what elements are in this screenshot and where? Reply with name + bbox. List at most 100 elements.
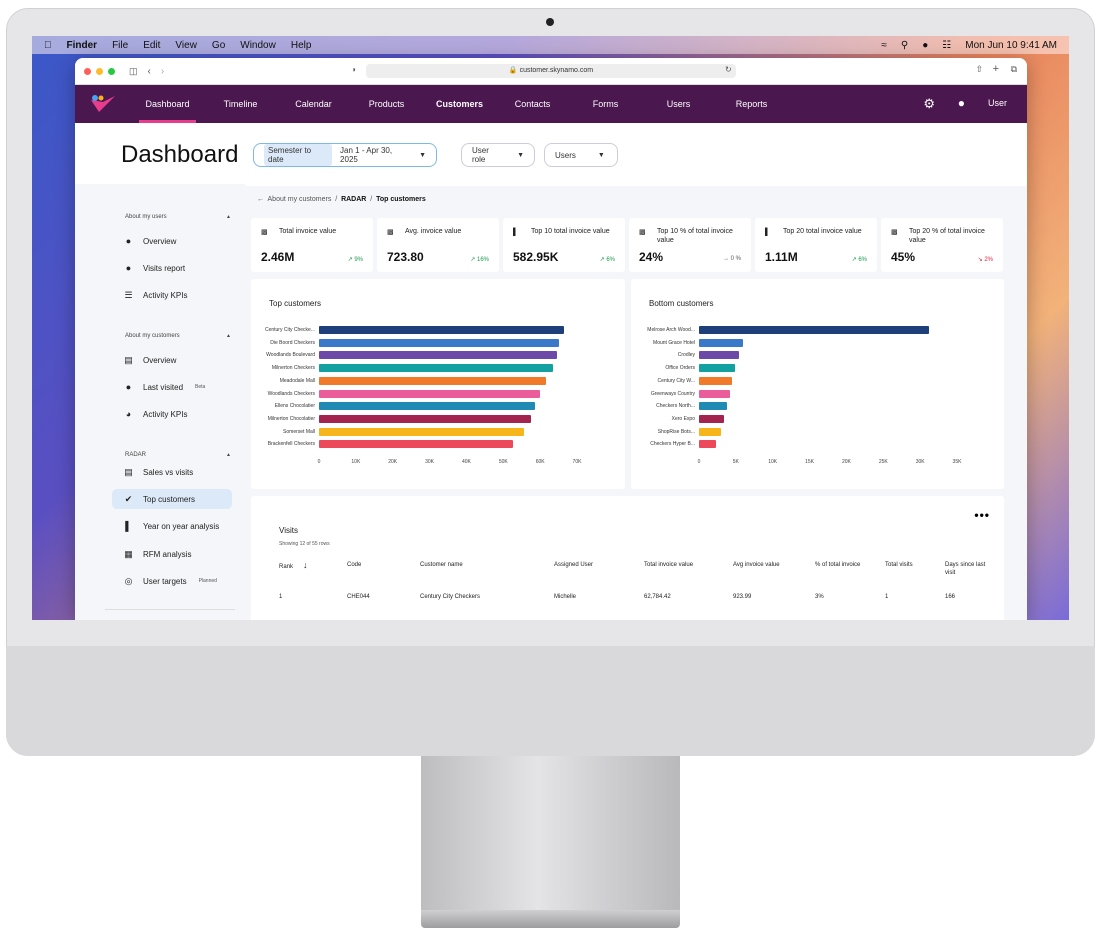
- sidebar-item-rfm-analysis[interactable]: ▦ RFM analysis: [112, 544, 232, 564]
- sidebar-item-top-customers[interactable]: ✔ Top customers: [112, 489, 232, 509]
- back-icon[interactable]: ‹: [147, 65, 151, 77]
- menu-file[interactable]: File: [104, 39, 128, 51]
- sidebar-item-users-activity-kpis[interactable]: ☰ Activity KPIs: [112, 285, 232, 305]
- tabs-overview-icon[interactable]: ⧉: [1010, 64, 1017, 74]
- bar-label: Woodlands Checkers: [267, 390, 315, 397]
- bar-label: Mount Grace Hotel: [653, 339, 695, 346]
- breadcrumb-mid[interactable]: RADAR: [341, 196, 367, 203]
- nav-reports[interactable]: Reports: [735, 99, 768, 109]
- zoom-window-button[interactable]: [108, 67, 115, 75]
- sidebar-group-customers[interactable]: About my customers ▲: [125, 333, 231, 339]
- user-avatar-icon[interactable]: ●: [957, 96, 965, 110]
- bar[interactable]: [319, 427, 524, 436]
- bar[interactable]: [319, 338, 559, 347]
- column-header[interactable]: Code: [347, 562, 362, 568]
- minimize-window-button[interactable]: [96, 67, 103, 75]
- user-role-filter[interactable]: User role ▼: [461, 143, 535, 167]
- more-icon[interactable]: •••: [974, 508, 990, 522]
- back-arrow-icon[interactable]: ←: [257, 196, 264, 203]
- menu-window[interactable]: Window: [232, 39, 276, 51]
- menu-help[interactable]: Help: [283, 39, 312, 51]
- nav-users[interactable]: Users: [666, 99, 691, 109]
- column-header[interactable]: Total invoice value: [644, 562, 694, 568]
- bar[interactable]: [319, 414, 531, 423]
- bar[interactable]: [699, 389, 731, 398]
- column-header[interactable]: Total visits: [885, 562, 913, 568]
- cell-code: CHE044: [347, 594, 370, 600]
- column-header[interactable]: Customer name: [420, 562, 463, 568]
- bar-label: Ellens Chocolatier: [274, 403, 315, 410]
- reload-icon[interactable]: ↻: [725, 65, 732, 74]
- bar[interactable]: [699, 414, 725, 423]
- bar[interactable]: [319, 440, 513, 449]
- sidebar-item-year-on-year[interactable]: ▌ Year on year analysis: [112, 516, 232, 536]
- sidebar-item-user-targets[interactable]: ◎ User targets Planned: [112, 571, 232, 591]
- bar-label: Meadodale Mall: [279, 377, 315, 384]
- bar[interactable]: [319, 389, 541, 398]
- screen:  Finder File Edit View Go Window Help ≈…: [32, 36, 1069, 620]
- nav-dashboard[interactable]: Dashboard: [131, 85, 204, 123]
- nav-contacts[interactable]: Contacts: [514, 99, 551, 109]
- search-icon[interactable]: ⚲: [900, 39, 909, 51]
- column-header[interactable]: Days since last visit: [945, 562, 986, 576]
- new-tab-icon[interactable]: +: [992, 63, 999, 75]
- forward-icon[interactable]: ›: [160, 65, 165, 77]
- column-header[interactable]: Avg invoice value: [733, 562, 780, 568]
- breadcrumb-root[interactable]: About my customers: [267, 196, 332, 203]
- bar-label: Office Orders: [665, 365, 695, 372]
- wifi-icon[interactable]: ≈: [881, 39, 887, 51]
- menubar-app-name[interactable]: Finder: [59, 39, 98, 51]
- address-bar[interactable]: 🔒 customer.skynamo.com: [366, 64, 736, 78]
- sidebar-item-customers-overview[interactable]: ▤ Overview: [112, 350, 232, 370]
- control-center-icon[interactable]: ☷: [942, 39, 952, 51]
- apple-icon[interactable]: : [44, 40, 52, 51]
- sidebar-item-users-overview[interactable]: ● Overview: [112, 231, 232, 251]
- bar-label: Xero Expo: [671, 415, 695, 422]
- bar[interactable]: [699, 338, 743, 347]
- sidebar-group-radar[interactable]: RADAR ▲: [125, 452, 231, 458]
- nav-products[interactable]: Products: [368, 99, 405, 109]
- bar[interactable]: [319, 351, 557, 360]
- menu-view[interactable]: View: [167, 39, 197, 51]
- menubar-clock[interactable]: Mon Jun 10 9:41 AM: [965, 39, 1057, 51]
- column-header[interactable]: Rank ↓: [279, 560, 308, 571]
- share-icon[interactable]: ⇧: [975, 64, 983, 74]
- sidebar-item-customers-activity-kpis[interactable]: ◕ Activity KPIs: [112, 404, 232, 424]
- app-logo[interactable]: [89, 94, 117, 114]
- bar[interactable]: [699, 364, 736, 373]
- nav-forms[interactable]: Forms: [592, 99, 619, 109]
- bar[interactable]: [699, 402, 727, 411]
- bar[interactable]: [699, 427, 721, 436]
- user-menu[interactable]: User: [987, 98, 1007, 108]
- menu-edit[interactable]: Edit: [135, 39, 160, 51]
- close-window-button[interactable]: [84, 67, 91, 75]
- bar[interactable]: [699, 440, 716, 449]
- bar[interactable]: [699, 376, 733, 385]
- nav-calendar[interactable]: Calendar: [295, 99, 332, 109]
- kpi-card: ▌ Top 20 total invoice value 1.11M ↗ 6%: [755, 218, 877, 272]
- nav-customers[interactable]: Customers: [435, 99, 483, 109]
- settings-gear-icon[interactable]: ⚙: [923, 96, 935, 111]
- sidebar-item-sales-vs-visits[interactable]: ▤ Sales vs visits: [112, 462, 232, 482]
- column-header[interactable]: % of total invoice: [815, 562, 861, 568]
- user-icon[interactable]: ●: [922, 39, 929, 51]
- menu-go[interactable]: Go: [204, 39, 225, 51]
- nav-timeline[interactable]: Timeline: [223, 99, 258, 109]
- money-icon: ▩: [387, 229, 394, 236]
- privacy-shield-icon[interactable]: ◑: [351, 65, 356, 74]
- sidebar-item-visits-report[interactable]: ● Visits report: [112, 258, 232, 278]
- bar[interactable]: [699, 351, 739, 360]
- sidebar-toggle-icon[interactable]: ◫: [129, 65, 138, 76]
- sort-down-icon[interactable]: ↓: [303, 560, 308, 570]
- cell-customer-name[interactable]: Century City Checkers: [420, 594, 481, 600]
- bar[interactable]: [699, 326, 930, 334]
- bar[interactable]: [319, 326, 565, 334]
- users-filter[interactable]: Users ▼: [544, 143, 618, 167]
- bar[interactable]: [319, 402, 535, 411]
- sidebar-item-last-visited[interactable]: ● Last visited Beta: [112, 377, 232, 397]
- bar[interactable]: [319, 376, 546, 385]
- sidebar-group-users[interactable]: About my users ▲: [125, 214, 231, 220]
- bar[interactable]: [319, 364, 554, 373]
- period-selector[interactable]: Semester to date Jan 1 - Apr 30, 2025 ▼: [253, 143, 437, 167]
- column-header[interactable]: Assigned User: [554, 562, 594, 568]
